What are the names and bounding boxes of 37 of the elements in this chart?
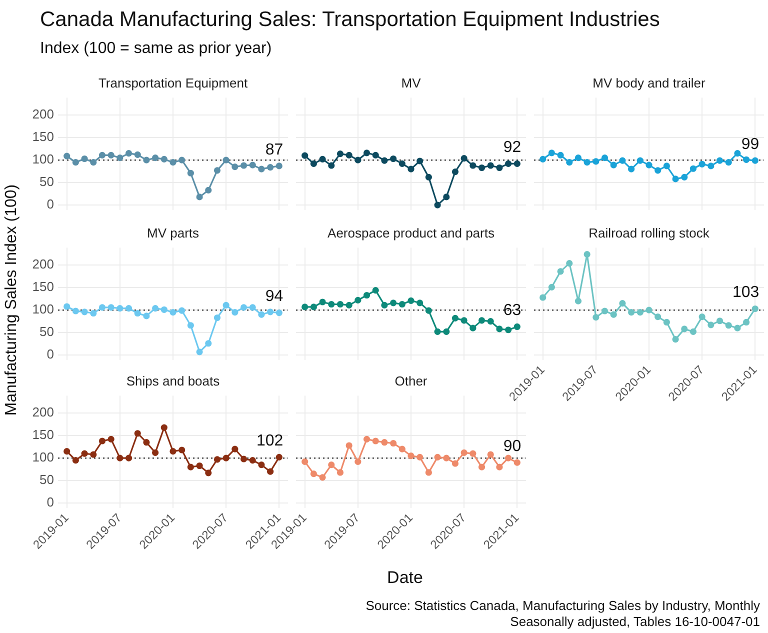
text: Canada Manufacturing Sales: Transportation Equipment Industries — [40, 8, 660, 32]
annotation: 63 — [503, 302, 522, 320]
y-tick-label: 150 — [32, 129, 54, 144]
y-tick-label: 200 — [32, 106, 54, 122]
annotation: 103 — [732, 284, 760, 302]
y-tick-label: 0 — [46, 196, 54, 212]
text: Seasonally adjusted, Tables 16-10-0047-01 — [509, 614, 760, 630]
y-tick-label: 100 — [32, 450, 54, 465]
text: Index (100 = same as prior year) — [40, 40, 272, 58]
y-tick-label: 150 — [32, 279, 54, 294]
y-tick-label: 150 — [32, 427, 54, 442]
annotation: 90 — [503, 438, 522, 455]
y-tick-label: 50 — [40, 324, 54, 340]
chart-title: Transportation Equipment — [98, 75, 248, 90]
annotation: 87 — [265, 141, 284, 158]
y-axis-title: Manufacturing Sales Index (100) — [3, 184, 21, 416]
chart-title: MV — [401, 75, 422, 90]
y-tick-label: 0 — [46, 346, 54, 362]
chart-title: Ships and boats — [126, 373, 220, 388]
chart-title: MV body and trailer — [592, 75, 706, 90]
chart-title: Other — [394, 373, 428, 388]
annotation: 102 — [256, 432, 284, 450]
y-tick-label: 200 — [32, 404, 54, 420]
chart-title: Aerospace product and parts — [328, 225, 495, 240]
y-tick-label: 50 — [40, 472, 54, 488]
y-tick-label: 100 — [32, 302, 54, 317]
annotation: 99 — [741, 136, 760, 153]
chart-title: Railroad rolling stock — [588, 225, 710, 240]
y-tick-label: 50 — [40, 174, 54, 190]
source-note: Source: Statistics Canada, Manufacturing Sales by Industry, Monthly — [366, 598, 760, 614]
chart-title: MV parts — [146, 225, 200, 240]
annotation: 94 — [265, 288, 284, 306]
x-axis-title: Date — [387, 568, 423, 588]
annotation: 92 — [503, 139, 522, 156]
y-tick-label: 100 — [32, 152, 54, 167]
y-tick-label: 0 — [46, 494, 54, 510]
y-tick-label: 200 — [32, 256, 54, 272]
